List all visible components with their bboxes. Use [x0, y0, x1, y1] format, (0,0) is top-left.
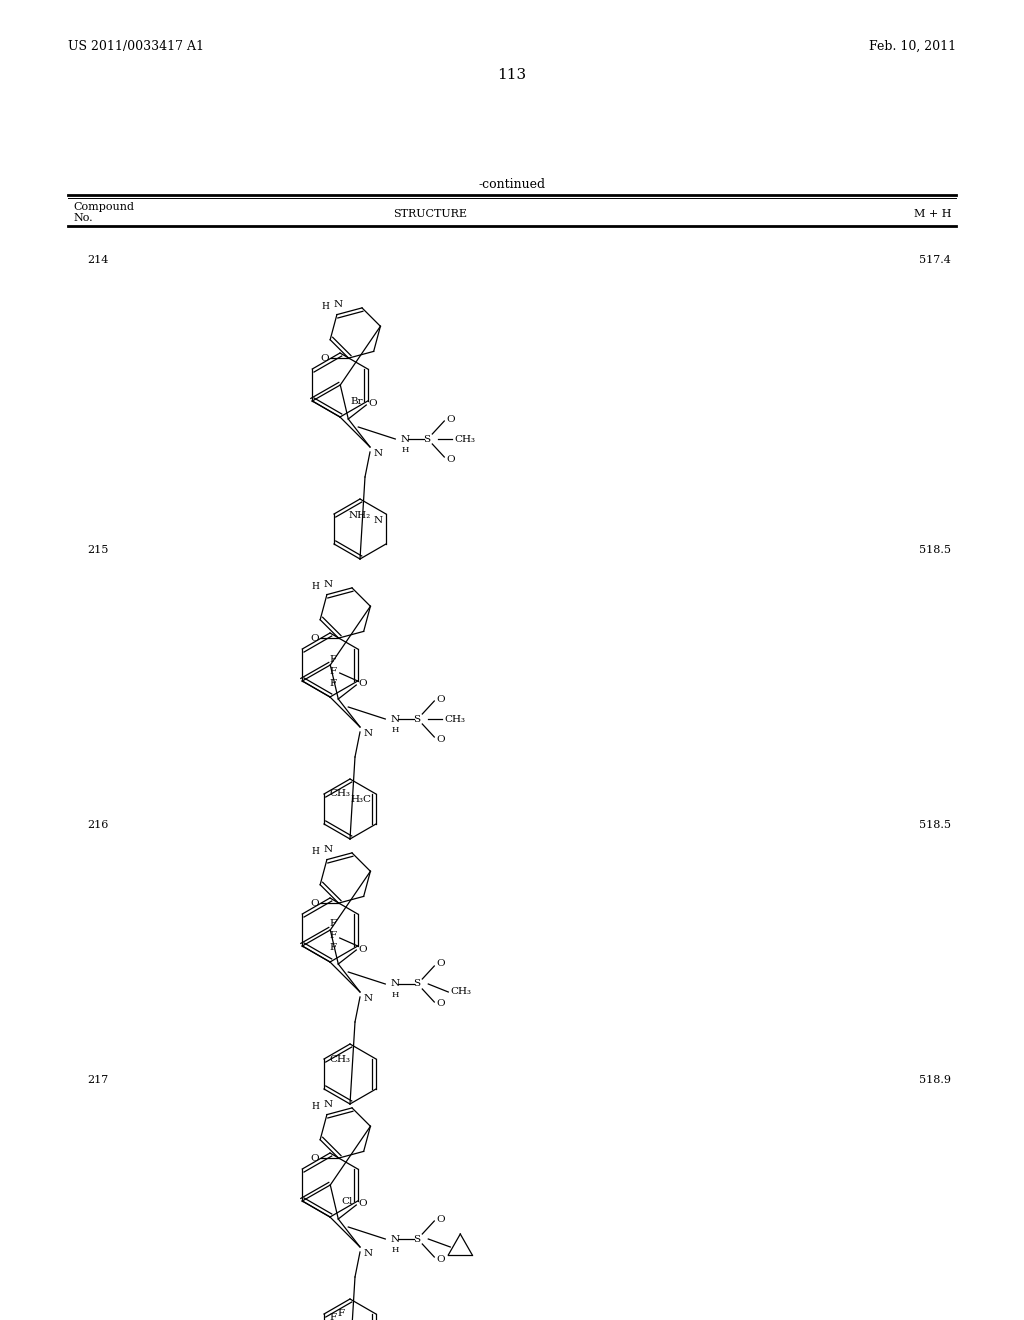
- Text: CH₃: CH₃: [451, 987, 471, 997]
- Text: Br: Br: [350, 396, 362, 405]
- Text: N: N: [374, 449, 383, 458]
- Text: Compound: Compound: [73, 202, 134, 213]
- Text: N: N: [364, 994, 373, 1003]
- Text: N: N: [364, 1249, 373, 1258]
- Text: 518.5: 518.5: [919, 820, 951, 830]
- Text: M + H: M + H: [913, 209, 951, 219]
- Text: 216: 216: [87, 820, 109, 830]
- Text: CH₃: CH₃: [329, 789, 350, 799]
- Text: H: H: [322, 302, 329, 312]
- Text: -continued: -continued: [478, 178, 546, 191]
- Text: H₃C: H₃C: [350, 795, 371, 804]
- Text: N: N: [324, 579, 333, 589]
- Text: O: O: [436, 734, 444, 743]
- Text: CH₃: CH₃: [329, 1055, 350, 1064]
- Text: No.: No.: [73, 213, 92, 223]
- Text: H: H: [401, 446, 409, 454]
- Text: O: O: [319, 354, 329, 363]
- Text: N: N: [390, 714, 399, 723]
- Text: N: N: [390, 979, 399, 989]
- Text: 518.5: 518.5: [919, 545, 951, 554]
- Text: NH₂: NH₂: [349, 511, 371, 520]
- Text: 215: 215: [87, 545, 109, 554]
- Text: F: F: [330, 667, 337, 676]
- Text: H: H: [391, 991, 398, 999]
- Text: 214: 214: [87, 255, 109, 265]
- Text: N: N: [400, 434, 410, 444]
- Text: O: O: [446, 414, 455, 424]
- Text: CH₃: CH₃: [444, 714, 465, 723]
- Text: H: H: [391, 1246, 398, 1254]
- Text: 518.9: 518.9: [919, 1074, 951, 1085]
- Text: O: O: [436, 694, 444, 704]
- Text: F: F: [330, 655, 337, 664]
- Text: Feb. 10, 2011: Feb. 10, 2011: [869, 40, 956, 53]
- Text: O: O: [436, 1214, 444, 1224]
- Text: O: O: [436, 960, 444, 969]
- Text: O: O: [310, 1154, 318, 1163]
- Text: F: F: [330, 678, 337, 688]
- Text: CH₃: CH₃: [455, 434, 475, 444]
- Text: S: S: [423, 434, 430, 444]
- Text: O: O: [358, 680, 367, 689]
- Text: N: N: [324, 845, 333, 854]
- Text: N: N: [374, 516, 383, 525]
- Text: O: O: [310, 899, 318, 908]
- Text: S: S: [413, 979, 420, 989]
- Text: STRUCTURE: STRUCTURE: [393, 209, 467, 219]
- Text: O: O: [446, 454, 455, 463]
- Text: O: O: [358, 945, 367, 953]
- Text: O: O: [358, 1200, 367, 1209]
- Text: F: F: [338, 1309, 345, 1317]
- Text: F: F: [330, 944, 337, 953]
- Text: N: N: [324, 1100, 333, 1109]
- Text: O: O: [436, 1254, 444, 1263]
- Text: N: N: [334, 300, 343, 309]
- Text: US 2011/0033417 A1: US 2011/0033417 A1: [68, 40, 204, 53]
- Text: H: H: [311, 847, 318, 857]
- Text: 113: 113: [498, 69, 526, 82]
- Text: F: F: [330, 932, 337, 940]
- Text: F: F: [329, 1312, 336, 1320]
- Text: O: O: [436, 999, 444, 1008]
- Text: H: H: [311, 582, 318, 591]
- Text: F: F: [330, 920, 337, 928]
- Text: N: N: [364, 729, 373, 738]
- Text: 517.4: 517.4: [920, 255, 951, 265]
- Text: O: O: [369, 400, 377, 408]
- Text: H: H: [311, 1102, 318, 1111]
- Text: 217: 217: [87, 1074, 109, 1085]
- Text: O: O: [310, 634, 318, 643]
- Text: Cl: Cl: [341, 1196, 352, 1205]
- Text: S: S: [413, 714, 420, 723]
- Text: S: S: [413, 1234, 420, 1243]
- Text: H: H: [391, 726, 398, 734]
- Text: N: N: [390, 1234, 399, 1243]
